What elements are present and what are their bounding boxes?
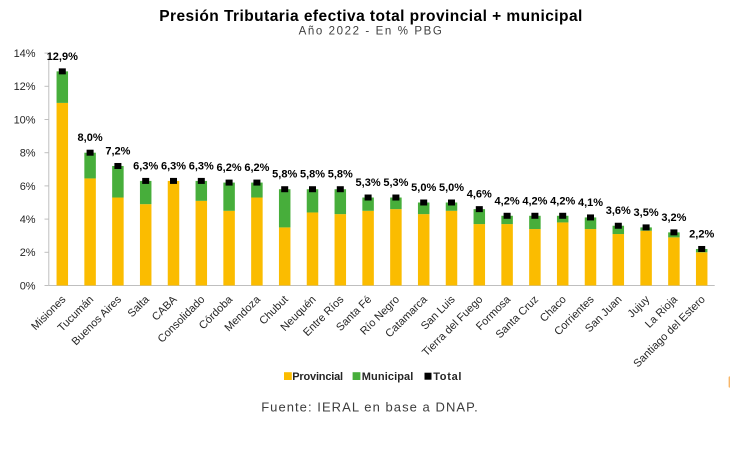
svg-text:6,2%: 6,2%	[217, 162, 242, 174]
svg-text:5,8%: 5,8%	[300, 169, 325, 181]
svg-text:2,2%: 2,2%	[689, 229, 714, 241]
svg-text:12%: 12%	[14, 81, 36, 93]
svg-text:4%: 4%	[20, 214, 36, 226]
svg-text:5,0%: 5,0%	[411, 182, 436, 194]
svg-text:0%: 0%	[20, 280, 36, 292]
svg-text:6,3%: 6,3%	[189, 160, 214, 172]
svg-text:6%: 6%	[20, 181, 36, 193]
svg-text:5,8%: 5,8%	[328, 169, 353, 181]
svg-text:6,3%: 6,3%	[161, 160, 186, 172]
svg-text:2%: 2%	[20, 247, 36, 259]
svg-text:6,2%: 6,2%	[244, 162, 269, 174]
svg-text:Provincial: Provincial	[292, 371, 343, 383]
svg-text:Año 2022 - En % PBG: Año 2022 - En % PBG	[299, 26, 444, 38]
svg-text:8,0%: 8,0%	[78, 132, 103, 144]
svg-text:4,2%: 4,2%	[495, 195, 520, 207]
svg-text:Fuente: IERAL en base a DNAP.: Fuente: IERAL en base a DNAP.	[261, 400, 479, 415]
svg-text:5,8%: 5,8%	[272, 169, 297, 181]
svg-text:4,2%: 4,2%	[522, 195, 547, 207]
svg-text:6,3%: 6,3%	[133, 160, 158, 172]
svg-text:Municipal: Municipal	[362, 371, 414, 383]
svg-text:5,0%: 5,0%	[439, 182, 464, 194]
svg-text:10%: 10%	[14, 114, 36, 126]
svg-text:5,3%: 5,3%	[356, 177, 381, 189]
svg-text:5,3%: 5,3%	[383, 177, 408, 189]
svg-text:14%: 14%	[14, 48, 36, 60]
svg-text:8%: 8%	[20, 148, 36, 160]
svg-text:3,2%: 3,2%	[661, 212, 686, 224]
svg-text:Total: Total	[433, 371, 462, 383]
svg-text:3,6%: 3,6%	[606, 205, 631, 217]
svg-text:Presión Tributaria efectiva to: Presión Tributaria efectiva total provin…	[159, 8, 583, 25]
svg-text:7,2%: 7,2%	[105, 146, 130, 158]
svg-text:4,6%: 4,6%	[467, 189, 492, 201]
svg-text:4,2%: 4,2%	[550, 195, 575, 207]
svg-text:4,1%: 4,1%	[578, 197, 603, 209]
svg-text:12,9%: 12,9%	[47, 51, 78, 63]
svg-text:3,5%: 3,5%	[634, 207, 659, 219]
